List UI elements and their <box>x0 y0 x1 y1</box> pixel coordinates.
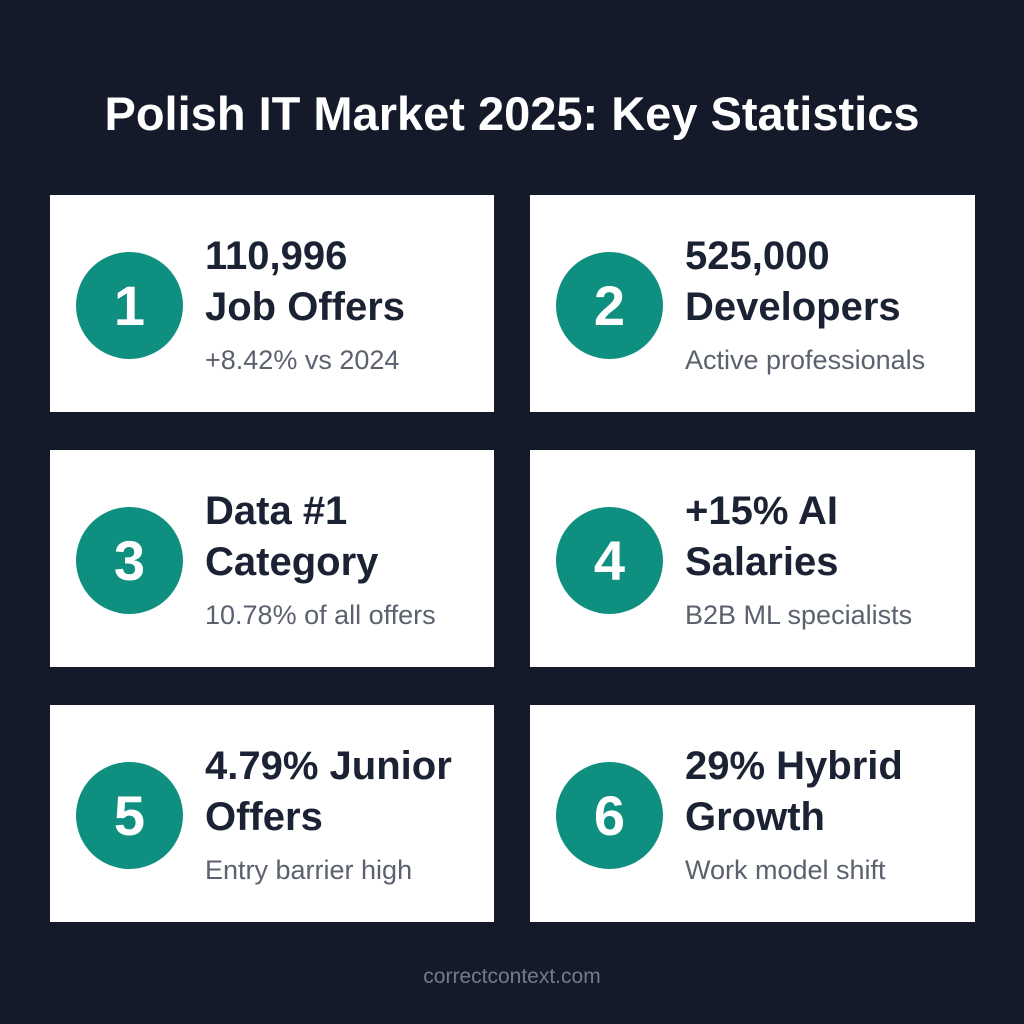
number-badge: 4 <box>556 507 663 614</box>
stat-subtitle: Entry barrier high <box>205 855 413 885</box>
stat-label: Category <box>205 540 379 584</box>
stat-value: +15% AI <box>685 489 839 533</box>
stat-value: 110,996 <box>205 234 348 278</box>
stat-headline: 4.79% Junior Offers <box>205 741 488 843</box>
stat-subtitle: 10.78% of all offers <box>205 600 436 630</box>
stat-value: 525,000 <box>685 234 830 278</box>
stat-card-hybrid-growth: 6 29% Hybrid Growth Work model shift <box>530 705 975 922</box>
stat-headline: 29% Hybrid Growth <box>685 741 969 843</box>
stat-value: Data #1 <box>205 489 348 533</box>
stat-headline: 525,000 Developers <box>685 231 969 333</box>
stat-subtitle: Active professionals <box>685 345 926 375</box>
number-badge: 5 <box>76 762 183 869</box>
stat-subtitle: Work model shift <box>685 855 886 885</box>
number-badge: 3 <box>76 507 183 614</box>
stat-label: Developers <box>685 285 901 329</box>
number-badge: 1 <box>76 252 183 359</box>
stat-card-junior-offers: 5 4.79% Junior Offers Entry barrier high <box>50 705 494 922</box>
stat-text: 110,996 Job Offers +8.42% vs 2024 <box>205 231 488 377</box>
stat-text: 525,000 Developers Active professionals <box>685 231 969 377</box>
number-badge: 2 <box>556 252 663 359</box>
stat-card-developers: 2 525,000 Developers Active professional… <box>530 195 975 412</box>
stat-headline: Data #1 Category <box>205 486 488 588</box>
stat-headline: 110,996 Job Offers <box>205 231 488 333</box>
stat-text: 4.79% Junior Offers Entry barrier high <box>205 741 488 887</box>
stat-text: +15% AI Salaries B2B ML specialists <box>685 486 969 632</box>
stat-value: 29% Hybrid <box>685 744 903 788</box>
stat-text: Data #1 Category 10.78% of all offers <box>205 486 488 632</box>
stat-headline: +15% AI Salaries <box>685 486 969 588</box>
stat-value: 4.79% Junior <box>205 744 452 788</box>
stat-label: Salaries <box>685 540 839 584</box>
page-title: Polish IT Market 2025: Key Statistics <box>104 87 920 140</box>
stat-text: 29% Hybrid Growth Work model shift <box>685 741 969 887</box>
stats-grid: 1 110,996 Job Offers +8.42% vs 2024 2 52… <box>50 195 975 922</box>
stat-card-data-category: 3 Data #1 Category 10.78% of all offers <box>50 450 494 667</box>
stat-subtitle: +8.42% vs 2024 <box>205 345 400 375</box>
stat-card-ai-salaries: 4 +15% AI Salaries B2B ML specialists <box>530 450 975 667</box>
footer-source: correctcontext.com <box>423 965 601 988</box>
stat-label: Job Offers <box>205 285 406 329</box>
stat-card-job-offers: 1 110,996 Job Offers +8.42% vs 2024 <box>50 195 494 412</box>
number-badge: 6 <box>556 762 663 869</box>
stat-subtitle: B2B ML specialists <box>685 600 913 630</box>
stat-label: Growth <box>685 795 825 839</box>
stat-label: Offers <box>205 795 323 839</box>
